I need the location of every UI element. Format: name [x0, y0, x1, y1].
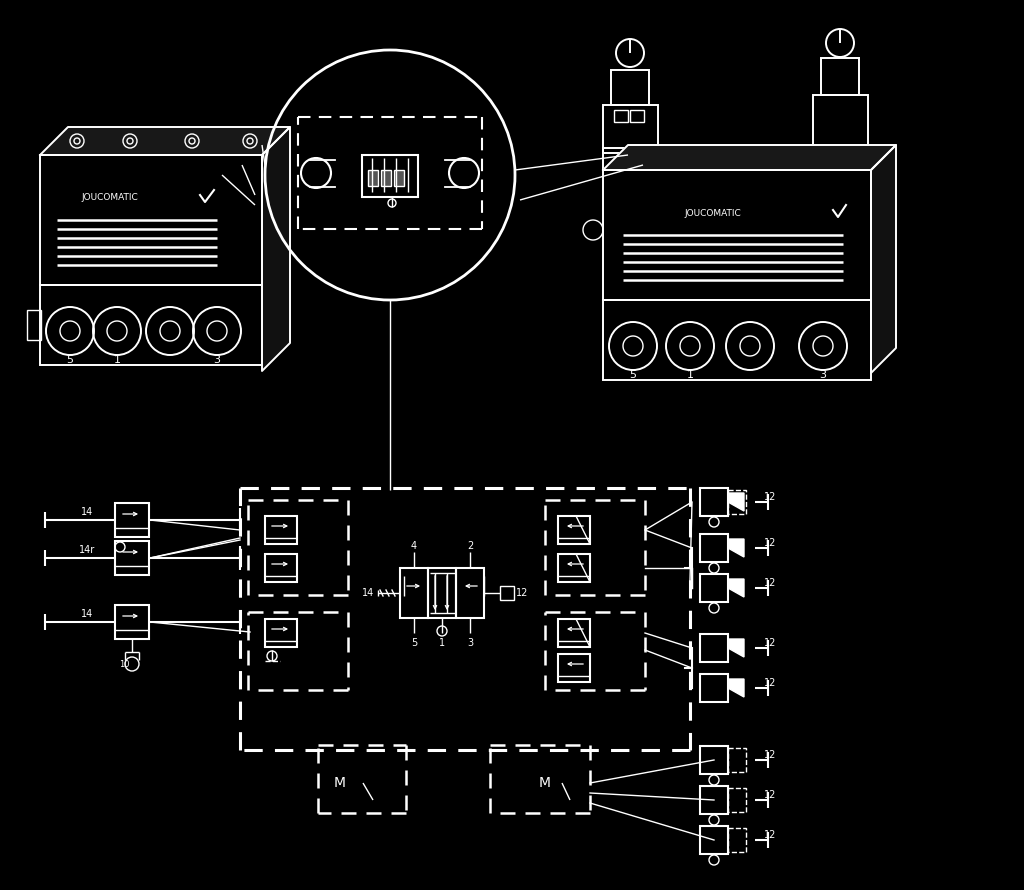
Bar	[368, 170, 378, 186]
Text: 3: 3	[467, 638, 473, 648]
Bar	[265, 554, 297, 582]
Text: 12: 12	[764, 678, 776, 688]
Text: 4: 4	[411, 541, 417, 551]
Bar	[728, 490, 746, 514]
Bar	[700, 786, 728, 814]
Bar	[558, 654, 590, 682]
Bar	[700, 634, 728, 662]
Bar	[40, 155, 262, 285]
Text: M: M	[334, 776, 346, 790]
Text: 12: 12	[764, 492, 776, 502]
Bar	[362, 155, 418, 197]
Text: 12: 12	[764, 750, 776, 760]
Bar	[700, 488, 728, 516]
Bar	[27, 310, 41, 340]
Polygon shape	[728, 493, 744, 511]
Bar	[603, 148, 871, 170]
Bar	[630, 110, 644, 122]
Text: 2: 2	[467, 541, 473, 551]
Text: 5: 5	[67, 355, 74, 365]
Bar	[115, 541, 150, 575]
Text: 1: 1	[686, 370, 693, 380]
Polygon shape	[603, 145, 896, 170]
Text: M: M	[539, 776, 551, 790]
Bar	[428, 568, 456, 618]
Bar	[603, 105, 658, 153]
Polygon shape	[728, 579, 744, 597]
Bar	[700, 534, 728, 562]
Bar	[400, 568, 428, 618]
Bar	[558, 554, 590, 582]
Bar	[381, 170, 391, 186]
Bar	[500, 586, 514, 600]
Bar	[728, 748, 746, 772]
Text: 14: 14	[81, 507, 93, 517]
Bar	[728, 788, 746, 812]
Polygon shape	[40, 127, 290, 155]
Text: 14: 14	[81, 609, 93, 619]
Text: 5: 5	[630, 370, 637, 380]
Polygon shape	[871, 145, 896, 373]
Polygon shape	[728, 539, 744, 557]
Bar	[614, 110, 628, 122]
Bar	[700, 826, 728, 854]
Text: 14: 14	[361, 588, 374, 598]
Bar	[265, 516, 297, 544]
Text: 3: 3	[819, 370, 826, 380]
Bar	[40, 285, 262, 365]
Bar	[456, 568, 484, 618]
Bar	[603, 170, 871, 300]
Text: JOUCOMATIC: JOUCOMATIC	[685, 208, 741, 217]
Text: 12: 12	[764, 830, 776, 840]
Bar	[700, 746, 728, 774]
Polygon shape	[728, 639, 744, 657]
Bar	[558, 619, 590, 647]
Text: 12: 12	[764, 638, 776, 648]
Bar	[813, 95, 868, 145]
Bar	[821, 58, 859, 95]
Bar	[700, 674, 728, 702]
Bar	[558, 516, 590, 544]
Text: 1: 1	[439, 638, 445, 648]
Polygon shape	[728, 679, 744, 697]
Polygon shape	[262, 127, 290, 371]
Text: 10: 10	[119, 659, 129, 668]
Bar	[115, 503, 150, 537]
Text: 3: 3	[213, 355, 220, 365]
Text: 1: 1	[114, 355, 121, 365]
Bar	[115, 605, 150, 639]
Text: 12: 12	[764, 538, 776, 548]
Text: JOUCOMATIC: JOUCOMATIC	[82, 192, 138, 201]
Bar	[265, 619, 297, 647]
Bar	[700, 574, 728, 602]
Bar	[728, 828, 746, 852]
Bar	[611, 70, 649, 105]
Bar	[394, 170, 404, 186]
Text: 12: 12	[516, 588, 528, 598]
Text: 12: 12	[764, 578, 776, 588]
Text: 5: 5	[411, 638, 417, 648]
Text: 12: 12	[764, 790, 776, 800]
Bar	[603, 300, 871, 380]
Text: 14r: 14r	[79, 545, 95, 555]
